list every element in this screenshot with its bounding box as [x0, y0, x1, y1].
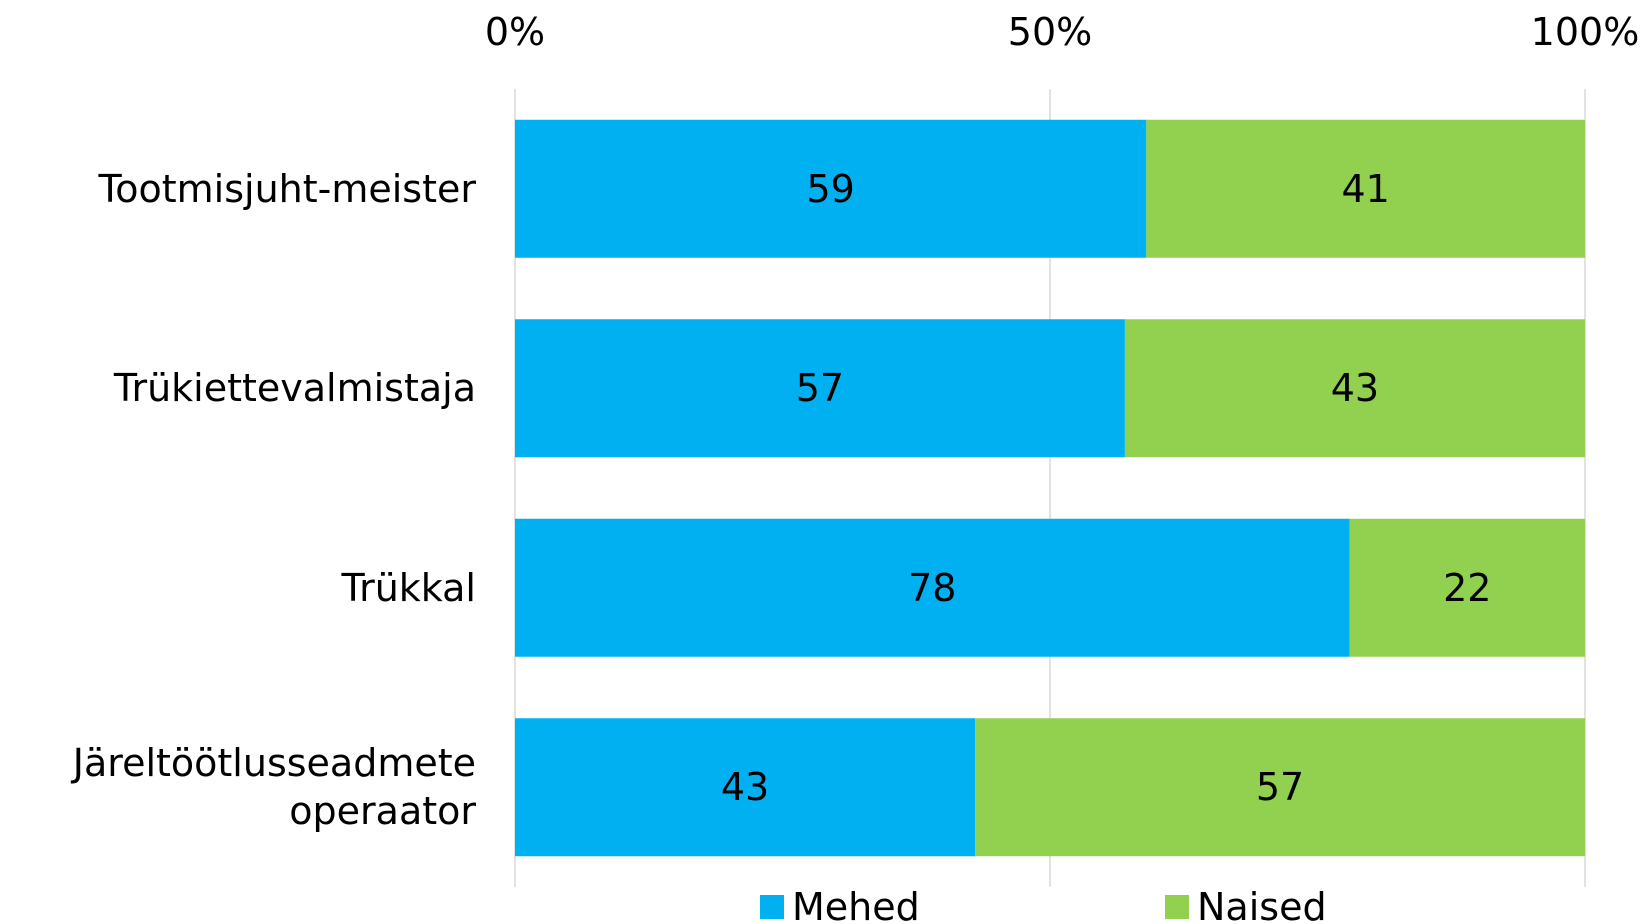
- bar-segment: [1349, 518, 1585, 657]
- category-label: Trükkal: [341, 565, 476, 610]
- x-tick-label: 100%: [1530, 10, 1640, 54]
- value-label: 57: [795, 366, 845, 411]
- value-label: 22: [1443, 565, 1492, 610]
- value-label: 43: [1330, 366, 1380, 411]
- legend-swatch: [760, 895, 784, 919]
- bar-segment: [975, 718, 1585, 857]
- bar-segment: [515, 518, 1350, 657]
- x-tick-label: 0%: [484, 10, 546, 54]
- bar-segment: [515, 319, 1125, 458]
- value-label: 41: [1341, 166, 1390, 211]
- legend-label: Mehed: [792, 885, 920, 924]
- category-label: Tootmisjuht-meister: [98, 166, 476, 211]
- bar-segment: [515, 718, 976, 857]
- category-label: Järeltöötlusseadmete operaator: [72, 741, 476, 834]
- value-label: 57: [1255, 765, 1305, 810]
- legend-swatch: [1165, 895, 1189, 919]
- value-label: 59: [806, 166, 855, 211]
- category-label: Trükiettevalmistaja: [113, 366, 476, 411]
- value-label: 78: [908, 565, 957, 610]
- x-tick-label: 50%: [1007, 10, 1093, 54]
- legend-label: Naised: [1197, 885, 1327, 924]
- bar-segment: [1124, 319, 1585, 458]
- bar-segment: [1146, 119, 1585, 258]
- bar-segment: [515, 119, 1147, 258]
- value-label: 43: [720, 765, 770, 810]
